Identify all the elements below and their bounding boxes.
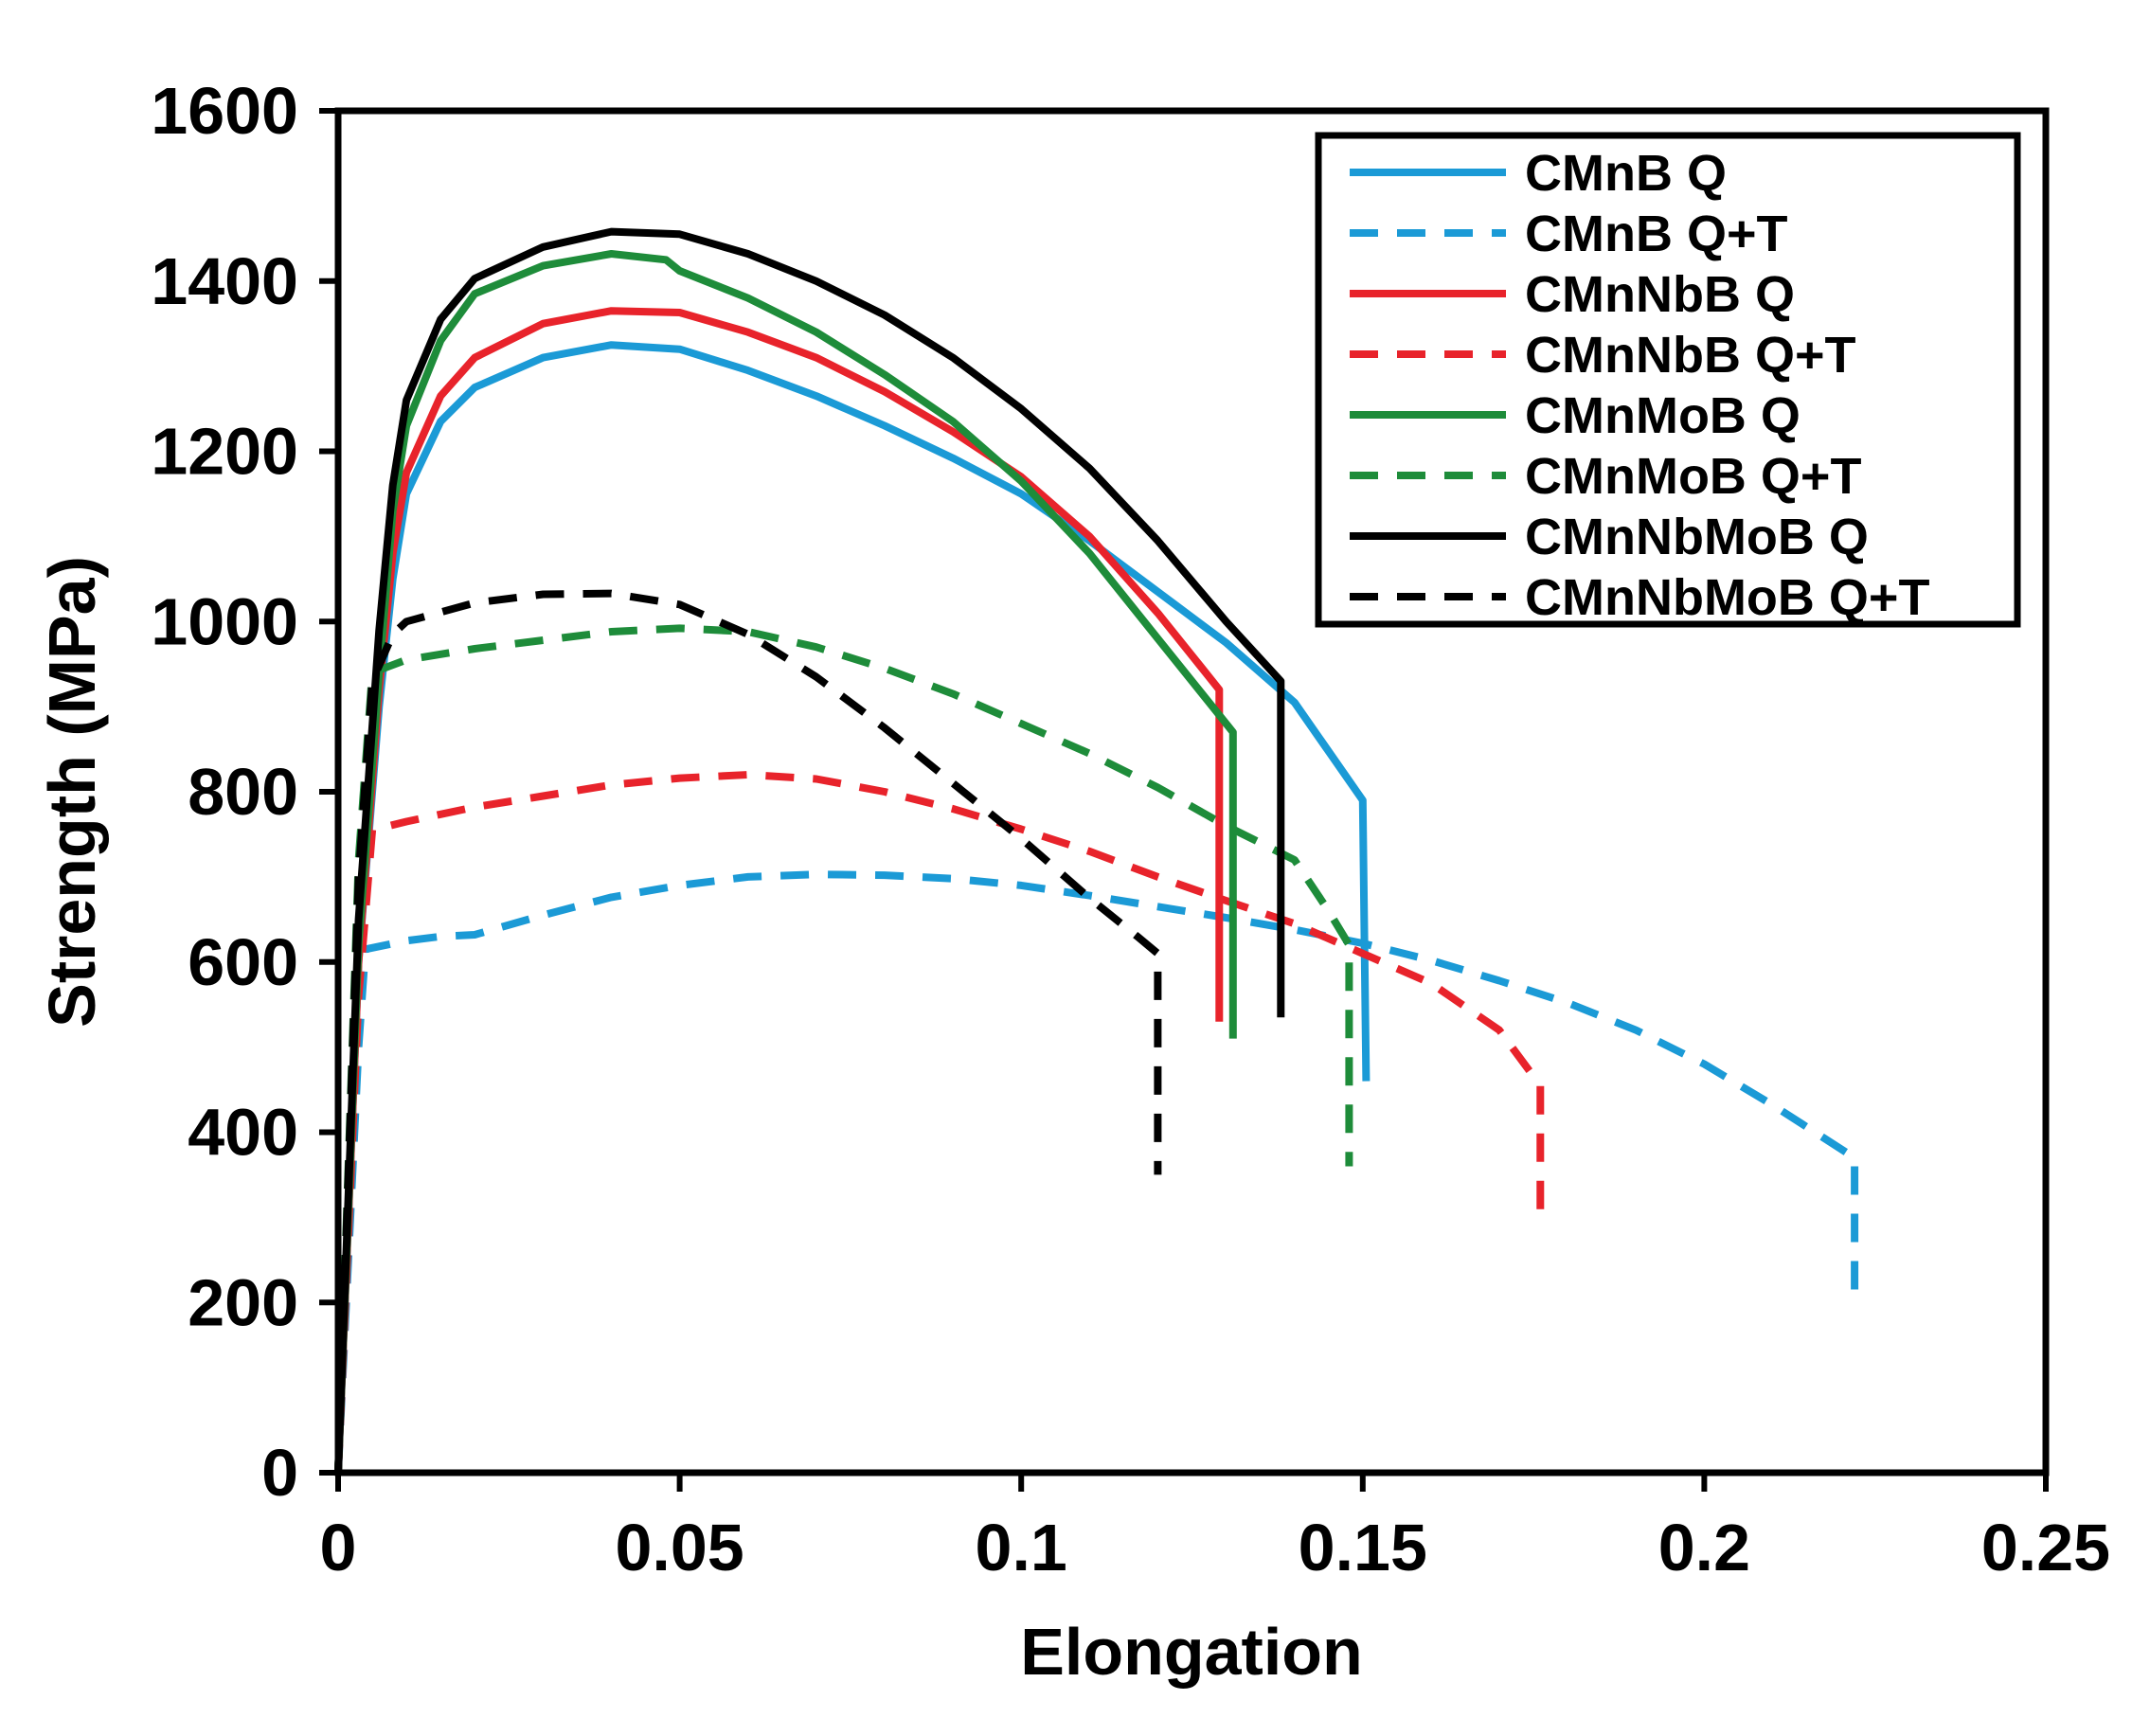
x-tick-label: 0.15 (1299, 1511, 1427, 1584)
legend-label: CMnMoB Q+T (1525, 448, 1861, 505)
x-axis-title: Elongation (1020, 1615, 1363, 1689)
series-line-4 (334, 771, 1545, 1474)
series-line-7 (334, 227, 1285, 1474)
legend-label: CMnNbB Q (1525, 266, 1795, 323)
y-tick-label: 400 (188, 1096, 298, 1170)
legend-label: CMnNbB Q+T (1525, 327, 1855, 384)
legend-label: CMnB Q (1525, 145, 1727, 202)
y-axis-title: Strength (MPa) (35, 556, 109, 1028)
y-tick-label: 1600 (151, 74, 298, 148)
y-tick-label: 600 (188, 925, 298, 999)
series-layer (334, 227, 1859, 1474)
legend-label: CMnB Q+T (1525, 206, 1788, 262)
y-tick-label: 1000 (151, 584, 298, 658)
x-tick-label: 0.05 (615, 1511, 744, 1584)
y-tick-label: 0 (261, 1436, 298, 1510)
legend-box (1315, 132, 2021, 628)
series-line-1 (334, 341, 1371, 1474)
series-line-3 (334, 307, 1224, 1474)
x-tick-label: 0.25 (1981, 1511, 2110, 1584)
y-tick-label: 1200 (151, 415, 298, 489)
y-tick-label: 200 (188, 1265, 298, 1339)
series-line-2 (334, 870, 1859, 1474)
x-tick-label: 0 (320, 1511, 357, 1584)
legend-label: CMnNbMoB Q+T (1525, 569, 1929, 626)
legend-label: CMnNbMoB Q (1525, 509, 1869, 565)
x-tick-label: 0.1 (976, 1511, 1067, 1584)
y-tick-label: 1400 (151, 244, 298, 318)
y-tick-label: 800 (188, 755, 298, 829)
legend-label: CMnMoB Q (1525, 387, 1801, 444)
ticks-layer: 0 200 400 600 800 1000 1200 1400 1600 0 0.05 0.1 0.1… (151, 74, 2110, 1584)
x-tick-label: 0.2 (1658, 1511, 1750, 1584)
series-line-5 (334, 250, 1237, 1474)
